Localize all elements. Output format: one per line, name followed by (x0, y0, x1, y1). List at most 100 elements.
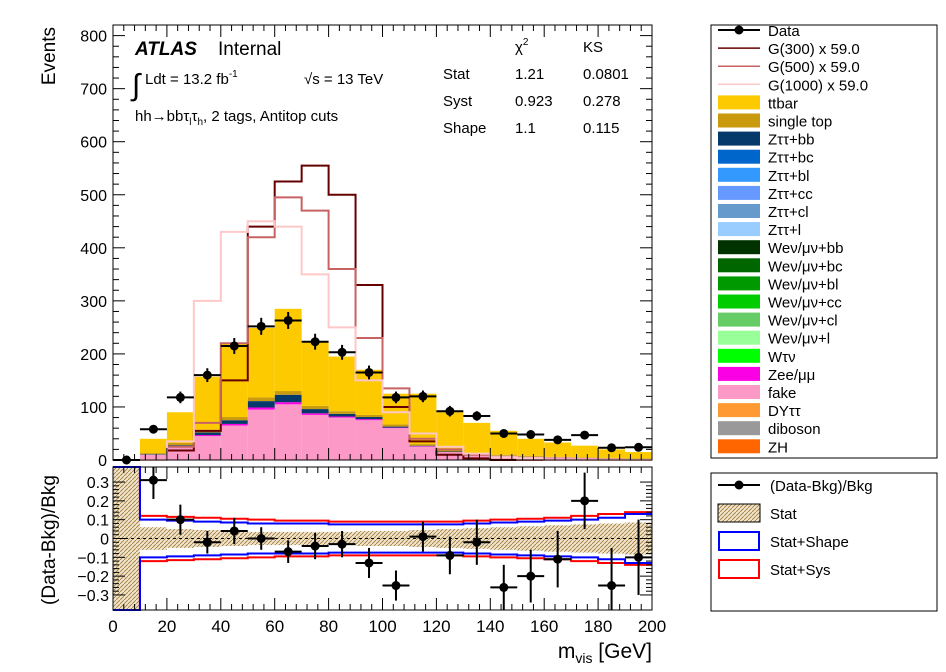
legend-zee--label: Zee/μμ (768, 367, 815, 384)
stack-single-top-bin-17 (571, 457, 599, 458)
data-point-19 (634, 442, 644, 452)
ratio-legend--data-bkg-bkg-label: (Data-Bkg)/Bkg (770, 478, 873, 495)
legend-we-bl-label: Weν/μν+bl (768, 276, 838, 293)
legend-z-cc-swatch (718, 185, 760, 200)
legend-single-top-label: single top (768, 114, 832, 131)
data-point-17 (580, 430, 590, 440)
ratio-legend-stat-sys-label: Stat+Sys (770, 562, 830, 579)
ratio-legend-stat-shape-label: Stat+Shape (770, 534, 849, 551)
stack-single-top-bin-10 (382, 424, 410, 427)
data-point-12 (445, 406, 455, 416)
data-point-10 (391, 392, 401, 402)
legend-w--label: Wτν (768, 349, 796, 366)
data-point-13 (472, 411, 482, 421)
ratio-point-9 (391, 581, 401, 591)
row-chi2-stat: 1.21 (515, 66, 544, 83)
stack-zee--bin-5 (247, 407, 275, 410)
ratio-point-15 (553, 554, 563, 564)
data-point-5 (256, 321, 266, 331)
legend-zh-swatch (718, 439, 760, 454)
x-tick-label-7: 140 (476, 617, 504, 636)
stack-fake-bin-7 (301, 414, 329, 460)
ratio-points (139, 467, 652, 610)
stack-fake-bin-11 (409, 446, 437, 460)
stack-single-top-bin-11 (409, 444, 437, 446)
stack-z-bb-bin-1 (139, 454, 167, 455)
legend-we-cc-swatch (718, 294, 760, 309)
legend-diboson-label: diboson (768, 421, 821, 438)
ratio-point-13 (499, 582, 509, 592)
stack-zee--bin-10 (382, 427, 410, 429)
data-point-4 (229, 341, 239, 351)
stack-single-top-bin-15 (517, 455, 545, 457)
legend-z-cc-label: Zττ+cc (768, 186, 813, 203)
signal-3-line (113, 220, 652, 461)
legend-z-bb-swatch (718, 131, 760, 146)
ratio-point-8 (364, 558, 374, 568)
ratio-ytick-label-0: −0.3 (77, 588, 109, 605)
row-ks-stat: 0.0801 (583, 66, 629, 83)
stack-z-bb-bin-11 (409, 445, 437, 447)
stack-ttbar-bin-17 (571, 445, 599, 458)
main-panel: 0 100 200 300 400 500 600 700 800 Events ATLAS I… (39, 24, 653, 470)
stack-fake-bin-17 (571, 457, 599, 460)
data-point-9 (364, 367, 374, 377)
row-name-stat: Stat (443, 66, 471, 83)
stack-fake-bin-4 (220, 425, 248, 460)
ratio-legend: (Data-Bkg)/Bkg Stat Stat+Shape Stat+Sys (710, 472, 938, 612)
ratio-legend-stat-shape-swatch (718, 531, 760, 551)
row-ks-shape: 0.115 (583, 120, 619, 137)
internal-label: Internal (218, 39, 281, 60)
stack-ttbar-bin-12 (436, 412, 464, 450)
stack-ttbar-bin-15 (517, 438, 545, 456)
stack-fake-bin-16 (544, 457, 572, 460)
stat-shape-band-upper (113, 466, 652, 526)
x-tick-label-4: 80 (319, 617, 338, 636)
legend-we-l-label: Weν/μν+l (768, 331, 830, 348)
data-point-16 (553, 435, 563, 445)
background-stack (139, 308, 652, 460)
main-ytick-label-1: 100 (80, 400, 107, 417)
stack-single-top-bin-4 (220, 417, 248, 421)
legend-z-l-label: Zττ+l (768, 222, 801, 239)
stack-ttbar-bin-8 (328, 356, 356, 412)
row-chi2-syst: 0.923 (515, 93, 553, 110)
stack-fake-bin-12 (436, 452, 464, 460)
ratio-point-4 (256, 534, 266, 543)
ratio-axes: −0.3−0.2−0.100.10.20.30 20 40 60 80 100 120 140… (77, 467, 666, 636)
stack-ttbar-bin-18 (598, 449, 626, 458)
stack-ttbar-bin-1 (139, 438, 167, 454)
row-chi2-shape: 1.1 (515, 120, 536, 137)
stack-zee--bin-7 (301, 413, 329, 415)
stack-fake-bin-9 (355, 420, 383, 460)
legend-data-label: Data (768, 23, 800, 40)
legend-data-marker (734, 25, 744, 35)
stack-ttbar-bin-3 (193, 376, 221, 430)
data-point-1 (148, 424, 158, 434)
data-point-8 (337, 347, 347, 357)
legend-we-l-swatch (718, 330, 760, 345)
stack-ttbar-bin-14 (490, 430, 518, 455)
stack-single-top-bin-16 (544, 456, 572, 458)
legend-we-cl-swatch (718, 312, 760, 327)
row-ks-syst: 0.278 (583, 93, 621, 110)
ratio-point-7 (337, 539, 347, 549)
legend-g-500-x-59-0-label: G(500) x 59.0 (768, 59, 860, 76)
legend-we-bb-label: Weν/μν+bb (768, 240, 843, 257)
ratio-point-12 (472, 537, 482, 547)
stack-z-bb-bin-9 (355, 417, 383, 420)
ratio-point-6 (310, 541, 320, 551)
legend-g-1000-x-59-0-label: G(1000) x 59.0 (768, 77, 868, 94)
legend-z-l-swatch (718, 222, 760, 237)
stack-single-top-bin-1 (139, 453, 167, 455)
stack-z-bb-bin-12 (436, 451, 464, 453)
stack-fake-bin-8 (328, 417, 356, 460)
main-ytick-label-5: 500 (80, 188, 107, 205)
row-name-shape: Shape (443, 120, 486, 137)
x-tick-label-2: 40 (211, 617, 230, 636)
stack-single-top-bin-8 (328, 411, 356, 414)
legend-z-cl-label: Zττ+cl (768, 204, 809, 221)
ratio-legend--data-bkg-bkg-marker (734, 480, 744, 490)
